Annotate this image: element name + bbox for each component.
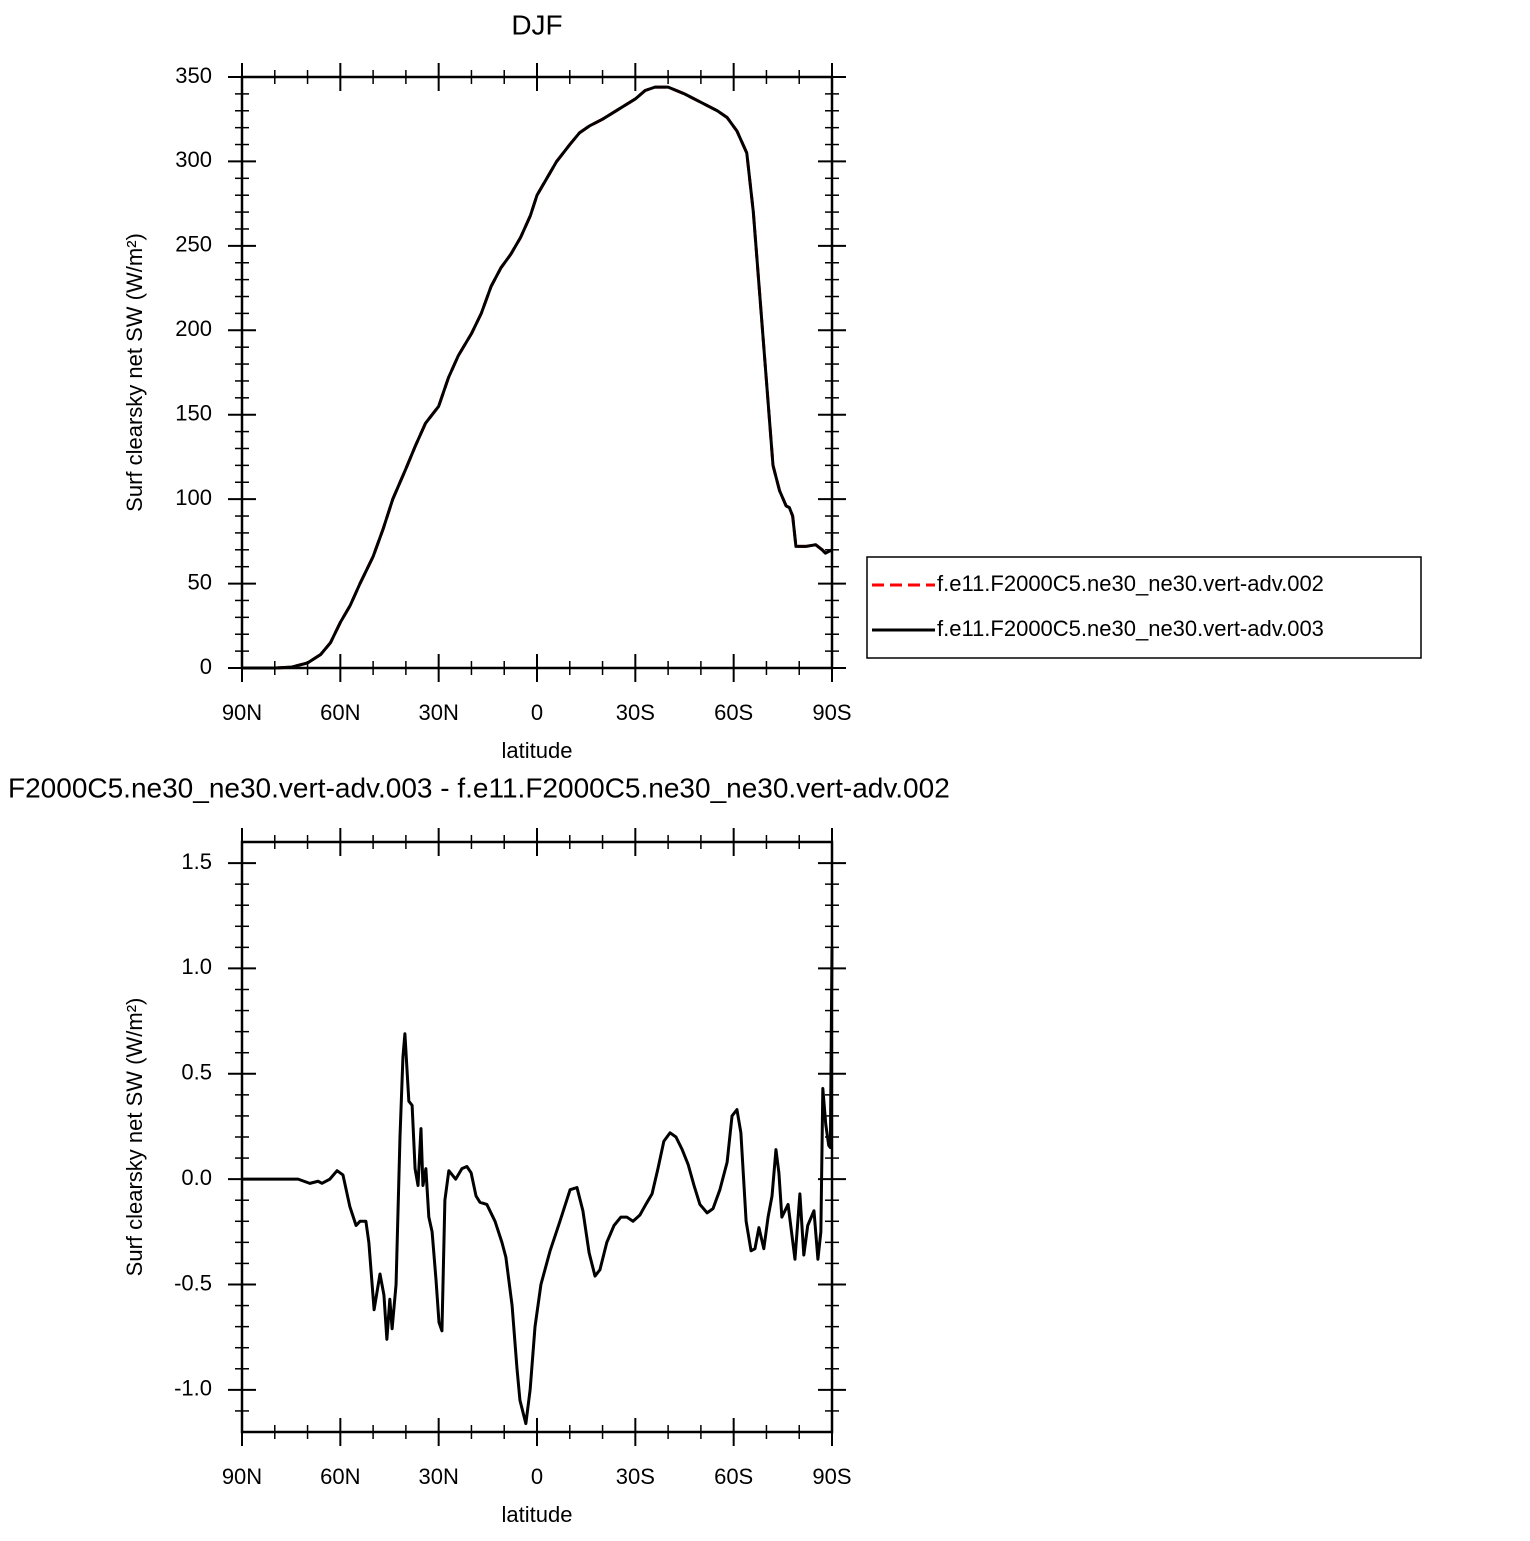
x-tick-label: 60N [320, 700, 360, 725]
legend-label: f.e11.F2000C5.ne30_ne30.vert-adv.002 [937, 571, 1324, 596]
x-tick-label: 30S [616, 1464, 655, 1489]
y-axis-label: Surf clearsky net SW (W/m²) [122, 998, 147, 1277]
y-tick-label: 1.0 [181, 954, 212, 979]
x-tick-label: 0 [531, 1464, 543, 1489]
legend-label: f.e11.F2000C5.ne30_ne30.vert-adv.003 [937, 616, 1324, 641]
x-tick-label: 60S [714, 1464, 753, 1489]
data-line [242, 85, 833, 670]
y-tick-label: 350 [175, 63, 212, 88]
x-tick-label: 90N [222, 700, 262, 725]
plot-frame [240, 840, 834, 1434]
x-tick-label: 30N [418, 700, 458, 725]
x-tick-label: 0 [531, 700, 543, 725]
y-tick-label: -1.0 [174, 1376, 212, 1401]
x-axis-label: latitude [502, 738, 573, 763]
y-tick-label: 200 [175, 316, 212, 341]
y-tick-label: 0 [200, 654, 212, 679]
x-tick-label: 60N [320, 1464, 360, 1489]
y-tick-label: 300 [175, 147, 212, 172]
y-axis-label: Surf clearsky net SW (W/m²) [122, 233, 147, 512]
y-tick-label: 1.5 [181, 849, 212, 874]
data-line [242, 85, 833, 670]
x-axis-label: latitude [502, 1502, 573, 1527]
y-tick-label: 0.5 [181, 1060, 212, 1085]
y-tick-label: 50 [188, 569, 212, 594]
x-tick-label: 90S [812, 700, 851, 725]
chart-title: DJF [511, 9, 562, 40]
x-tick-label: 90N [222, 1464, 262, 1489]
y-tick-label: 0.0 [181, 1165, 212, 1190]
y-tick-label: -0.5 [174, 1270, 212, 1295]
x-tick-label: 30S [616, 700, 655, 725]
x-tick-label: 60S [714, 700, 753, 725]
y-tick-label: 100 [175, 485, 212, 510]
data-line [242, 947, 834, 1426]
x-tick-label: 30N [418, 1464, 458, 1489]
x-tick-label: 90S [812, 1464, 851, 1489]
legend-box [866, 556, 1422, 659]
y-tick-label: 250 [175, 232, 212, 257]
plot-frame [240, 75, 834, 670]
y-tick-label: 150 [175, 401, 212, 426]
chart-title: F2000C5.ne30_ne30.vert-adv.003 - f.e11.F… [8, 772, 950, 803]
